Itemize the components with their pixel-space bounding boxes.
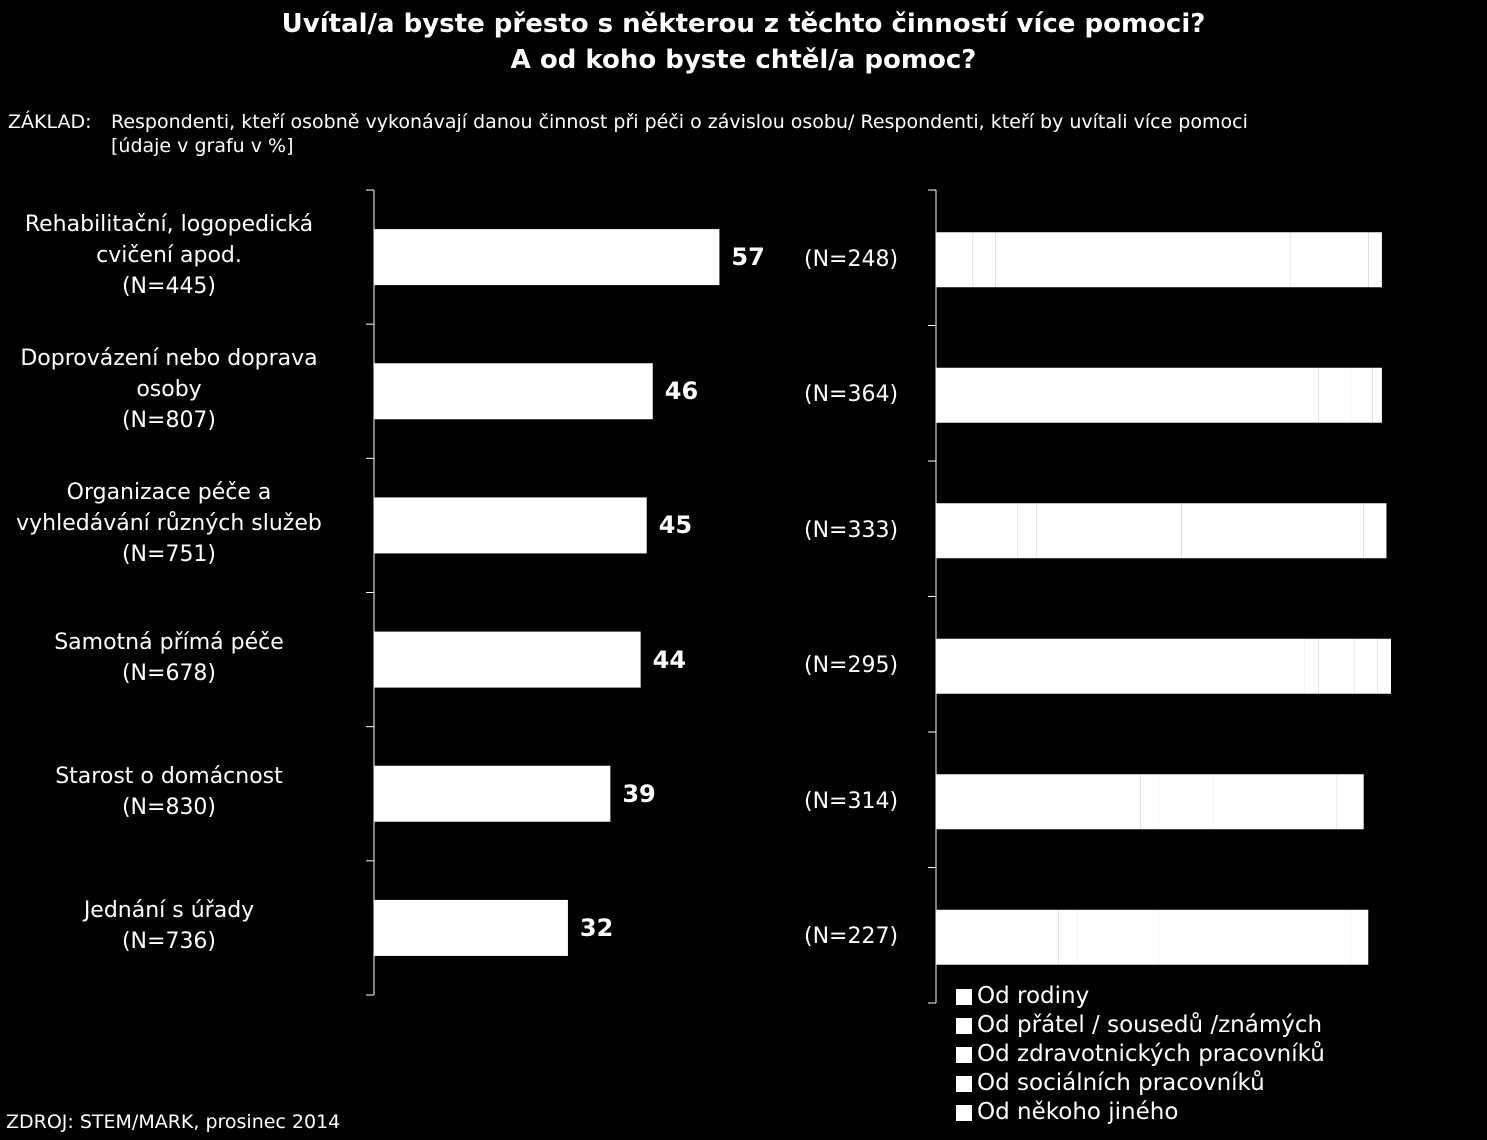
legend-label: Od rodiny [977, 983, 1090, 1009]
legend-label: Od zdravotnických pracovníků [977, 1041, 1325, 1067]
right-bar-segment [995, 232, 1291, 288]
right-bar-segment [1318, 638, 1355, 694]
left-category-label: Starost o domácnost (N=830) [0, 761, 349, 823]
category-label-line: Jednání s úřady [83, 897, 255, 923]
category-label-line: (N=736) [121, 928, 217, 954]
basis-unit: [údaje v grafu v %] [111, 135, 294, 157]
chart-title: Uvítal/a byste přesto s některou z těcht… [0, 6, 1487, 78]
title-line-1: Uvítal/a byste přesto s některou z těcht… [281, 9, 1206, 39]
right-bar-segment [936, 909, 1059, 965]
category-label-line: vyhledávání různých služeb [16, 510, 322, 536]
legend-swatch [956, 1104, 972, 1121]
category-label-line: Starost o domácnost [55, 763, 283, 789]
right-bar-segment [1213, 774, 1337, 830]
right-category-label: (N=314) [804, 788, 899, 814]
category-label-line: (N=830) [121, 794, 217, 820]
left-category-label: Samotná přímá péče (N=678) [0, 627, 349, 689]
category-label-line: (N=678) [121, 660, 217, 686]
left-category-label: Rehabilitační, logopedická cvičení apod. (… [0, 209, 349, 302]
right-bar-segment [1377, 638, 1391, 694]
left-value-label: 57 [731, 243, 765, 272]
right-category-label: (N=227) [804, 924, 899, 950]
left-bar [374, 631, 641, 688]
category-label-line: cvičení apod. [96, 242, 242, 268]
right-bar-segment [1318, 367, 1351, 423]
right-bar-segment [1017, 503, 1037, 559]
left-bar [374, 229, 720, 286]
right-bar-segment [1181, 503, 1364, 559]
left-value-label: 45 [658, 511, 693, 540]
right-bar-segment [1363, 503, 1387, 559]
right-category-label: (N=364) [804, 382, 899, 408]
right-category-label: (N=248) [804, 246, 899, 272]
left-category-label: Doprovázení nebo doprava osoby (N=807) [0, 343, 349, 436]
left-bar [374, 899, 568, 956]
right-bar-segment [1300, 367, 1319, 423]
right-category-label: (N=295) [804, 653, 899, 679]
legend-item: Od zdravotnických pracovníků [956, 1040, 1325, 1069]
category-label-line: (N=445) [121, 273, 217, 299]
right-bar-segment [1158, 909, 1351, 965]
legend-item: Od přátel / sousedů /známých [956, 1011, 1325, 1040]
legend-swatch [956, 1046, 972, 1063]
legend-swatch [956, 1017, 972, 1034]
right-bar-segment [1336, 774, 1364, 830]
left-category-label: Jednání s úřady (N=736) [0, 895, 349, 957]
basis-label: ZÁKLAD: [8, 111, 92, 133]
category-label-line: Samotná přímá péče [54, 629, 284, 655]
right-bar-segment [1058, 909, 1078, 965]
category-label-line: osoby [136, 376, 202, 402]
right-bar-segment [936, 638, 1305, 694]
left-bar [374, 765, 611, 822]
right-bar-segment [1036, 503, 1182, 559]
legend-item: Od sociálních pracovníků [956, 1069, 1325, 1098]
right-bar-segment [1077, 909, 1159, 965]
left-value-label: 39 [622, 779, 656, 808]
category-label-line: Rehabilitační, logopedická [24, 211, 314, 237]
legend-label: Od někoho jiného [977, 1099, 1179, 1125]
legend-swatch [956, 988, 972, 1005]
right-bar-segment [1368, 232, 1382, 288]
right-bar-segment [1158, 774, 1214, 830]
right-bar-segment [972, 232, 996, 288]
legend-item: Od někoho jiného [956, 1098, 1325, 1127]
left-bar [374, 497, 647, 554]
left-value-label: 46 [664, 377, 699, 406]
legend-label: Od sociálních pracovníků [977, 1070, 1265, 1096]
right-bar-segment [1350, 367, 1373, 423]
basis-text: Respondenti, kteří osobně vykonávají dan… [111, 111, 1248, 133]
right-bar-segment [936, 232, 973, 288]
right-bar-segment [1350, 909, 1369, 965]
legend-swatch [956, 1075, 972, 1092]
right-bar-segment [1140, 774, 1159, 830]
right-bar-segment [936, 367, 1300, 423]
left-value-label: 44 [652, 645, 687, 674]
right-category-label: (N=333) [804, 517, 899, 543]
right-bar-segment [1354, 638, 1378, 694]
right-bar-segment [1304, 638, 1319, 694]
right-bar-segment [1372, 367, 1382, 423]
legend-label: Od přátel / sousedů /známých [977, 1012, 1323, 1038]
right-bar-segment [936, 774, 1141, 830]
category-label-line: (N=807) [121, 407, 217, 433]
legend: Od rodiny Od přátel / sousedů /známých Od … [956, 982, 1325, 1127]
title-line-2: A od koho byste chtěl/a pomoc? [510, 45, 977, 75]
category-label-line: (N=751) [121, 541, 217, 567]
source-note: ZDROJ: STEM/MARK, prosinec 2014 [6, 1111, 341, 1133]
right-bar-segment [1290, 232, 1369, 288]
category-label-line: Doprovázení nebo doprava [20, 345, 318, 371]
left-bar [374, 363, 653, 420]
left-category-label: Organizace péče a vyhledávání různých slu… [0, 477, 349, 570]
legend-item: Od rodiny [956, 982, 1325, 1011]
left-value-label: 32 [579, 913, 614, 942]
category-label-line: Organizace péče a [66, 479, 272, 505]
right-bar-segment [936, 503, 1018, 559]
